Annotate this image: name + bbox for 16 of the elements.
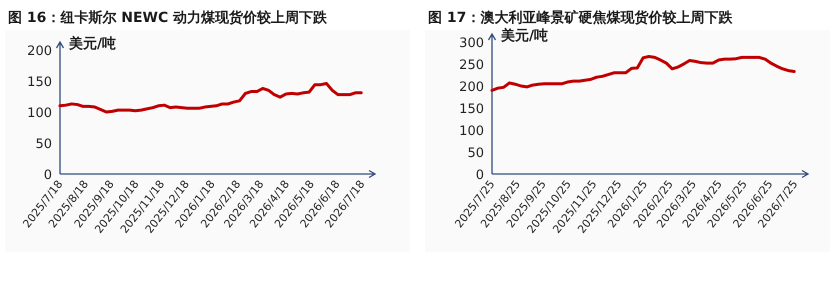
y-tick-label: 200: [27, 44, 52, 59]
y-tick-label: 100: [459, 124, 484, 139]
y-tick-label: 50: [467, 146, 484, 161]
y-tick-label: 0: [476, 168, 484, 183]
y-tick-label: 200: [459, 80, 484, 95]
chart-title: 图 16：纽卡斯尔 NEWC 动力煤现货价较上周下跌: [8, 10, 328, 26]
chart-title: 图 17：澳大利亚峰景矿硬焦煤现货价较上周下跌: [428, 9, 734, 26]
y-tick-label: 150: [27, 75, 52, 90]
y-tick-label: 50: [35, 137, 52, 152]
y-tick-label: 150: [459, 102, 484, 117]
y-tick-label: 250: [459, 58, 484, 73]
y-tick-label: 100: [27, 106, 52, 121]
y-tick-label: 0: [44, 168, 52, 183]
y-axis-title: 美元/吨: [68, 35, 116, 52]
y-axis-title: 美元/吨: [500, 27, 548, 44]
y-tick-label: 300: [459, 36, 484, 51]
